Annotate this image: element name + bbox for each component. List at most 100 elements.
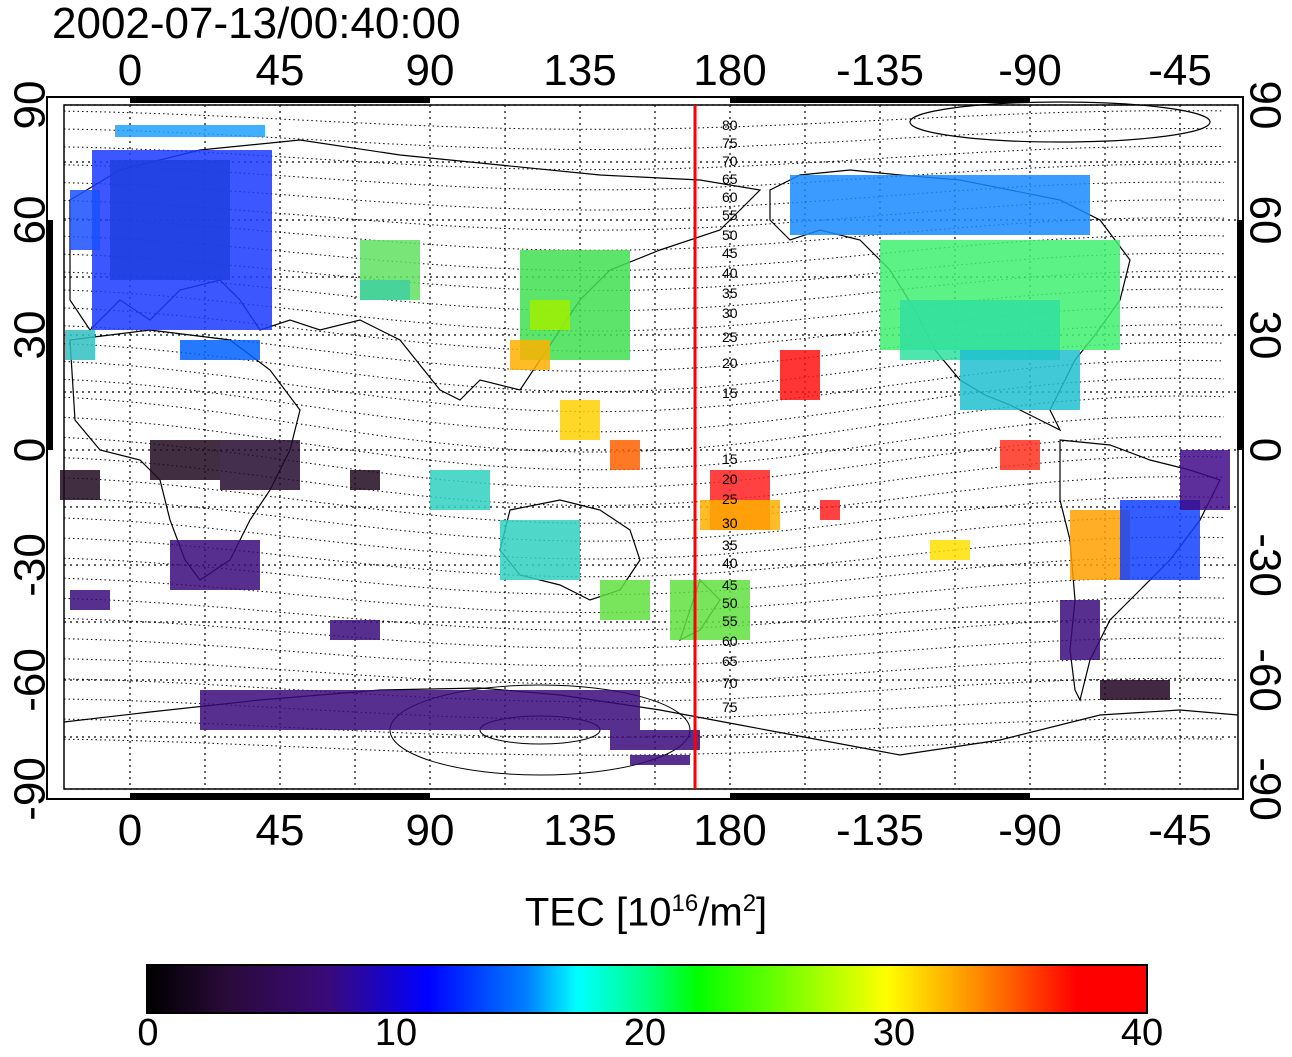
contour-line — [63, 359, 1225, 413]
tec-patch — [65, 330, 95, 360]
lat-label-right: -90 — [1240, 757, 1289, 821]
tec-patch — [430, 470, 490, 510]
contour-line — [63, 415, 1225, 471]
contour-label: 30 — [722, 515, 738, 531]
tec-patch — [1120, 500, 1200, 580]
tec-patch — [1180, 450, 1230, 510]
contour-label: 30 — [722, 305, 738, 321]
contour-label: 35 — [722, 285, 738, 301]
lat-label-left: -90 — [6, 757, 55, 821]
colorbar-tick-label: 30 — [872, 1012, 916, 1054]
lat-label-right: -30 — [1240, 533, 1289, 597]
lat-label-right: 60 — [1240, 196, 1289, 245]
tec-patch — [560, 400, 600, 440]
contour-line — [63, 657, 1225, 685]
tec-patch — [330, 620, 380, 640]
colorbar-tick-label: 10 — [374, 1012, 418, 1054]
contour-line — [63, 516, 1225, 560]
lon-label-bottom: -135 — [836, 806, 924, 855]
contour-label: 25 — [722, 329, 738, 345]
tec-patch — [150, 440, 220, 480]
contour-label: 20 — [722, 355, 738, 371]
lon-label-bottom: 180 — [693, 806, 766, 855]
contour-line — [63, 637, 1225, 667]
contour-label: 60 — [722, 633, 738, 649]
lon-label-bottom: 90 — [406, 806, 455, 855]
tec-patch — [1100, 680, 1170, 700]
tec-patch — [70, 590, 110, 610]
tec-patch — [360, 280, 410, 300]
contour-label: 20 — [722, 471, 738, 487]
contour-labels: 80 75 70 65 60 55 50 45 40 35 30 25 20 15 15 20 25 30 35 40… — [722, 117, 738, 715]
contour-label: 40 — [722, 265, 738, 281]
contour-line — [63, 341, 1225, 392]
contour-line — [63, 476, 1225, 524]
contour-label: 65 — [722, 653, 738, 669]
lon-label-top: 180 — [693, 46, 766, 95]
tec-patch — [600, 580, 650, 620]
colorbar — [146, 964, 1148, 1014]
tec-patch — [700, 500, 780, 530]
tec-map: 80 75 70 65 60 55 50 45 40 35 30 25 20 15 15 20 25 30 35 40… — [6, 46, 1290, 855]
tec-patch — [1000, 440, 1040, 470]
tec-patch — [200, 690, 640, 730]
contour-label: 70 — [722, 153, 738, 169]
tec-patch — [960, 350, 1080, 410]
tec-patch — [930, 540, 970, 560]
lat-label-left: 60 — [6, 196, 55, 245]
lon-label-top: -135 — [836, 46, 924, 95]
contour-label: 55 — [722, 613, 738, 629]
lon-label-top: 90 — [406, 46, 455, 95]
lat-label-left: -60 — [6, 648, 55, 712]
tec-patch — [115, 125, 265, 137]
tec-patch — [60, 470, 100, 500]
contour-line — [63, 698, 1225, 720]
colorbar-title: TEC [1016/m2] — [524, 890, 768, 935]
lat-label-right: 0 — [1240, 438, 1289, 462]
lon-labels-bottom: 0 45 90 135 180 -135 -90 -45 — [118, 806, 1212, 855]
tec-patch — [180, 340, 260, 360]
frame-bar-top-mid — [730, 97, 1030, 103]
contour-label: 45 — [722, 245, 738, 261]
lat-label-right: 30 — [1240, 311, 1289, 360]
contour-label: 15 — [722, 451, 738, 467]
lon-label-top: -45 — [1148, 46, 1212, 95]
contour-label: 70 — [722, 675, 738, 691]
contour-label: 55 — [722, 207, 738, 223]
lat-label-left: -30 — [6, 533, 55, 597]
lon-label-bottom: 0 — [118, 806, 142, 855]
tec-patch — [610, 440, 640, 470]
lon-label-bottom: 135 — [543, 806, 616, 855]
lat-label-left: 30 — [6, 311, 55, 360]
contour-label: 50 — [722, 227, 738, 243]
contour-line — [63, 496, 1225, 542]
lon-label-top: 135 — [543, 46, 616, 95]
tec-patch — [70, 190, 100, 250]
coastline-greenland — [909, 101, 1211, 143]
lon-label-bottom: -90 — [998, 806, 1062, 855]
contour-label: 40 — [722, 555, 738, 571]
contour-label: 65 — [722, 171, 738, 187]
tec-patch — [630, 755, 690, 765]
lon-labels-top: 0 45 90 135 180 -135 -90 -45 — [118, 46, 1212, 95]
tec-patch — [610, 730, 700, 750]
tec-patch — [170, 540, 260, 590]
tec-patch — [790, 175, 1090, 235]
lon-label-top: 45 — [256, 46, 305, 95]
contour-line — [63, 617, 1225, 649]
tec-patch — [500, 520, 580, 580]
tec-patch — [780, 350, 820, 400]
contour-label: 75 — [722, 699, 738, 715]
lon-label-top: -90 — [998, 46, 1062, 95]
plot-title: 2002-07-13/00:40:00 — [52, 0, 461, 48]
tec-patch — [350, 470, 380, 490]
colorbar-tick-label: 0 — [137, 1012, 159, 1054]
frame-bar-right — [1237, 220, 1243, 450]
tec-patch — [220, 440, 300, 490]
contour-label: 80 — [722, 117, 738, 133]
contour-line — [63, 677, 1225, 703]
contour-line — [63, 597, 1225, 631]
frame-bar-top-left — [130, 97, 430, 103]
contour-label: 50 — [722, 595, 738, 611]
lat-label-left: 0 — [6, 438, 55, 462]
